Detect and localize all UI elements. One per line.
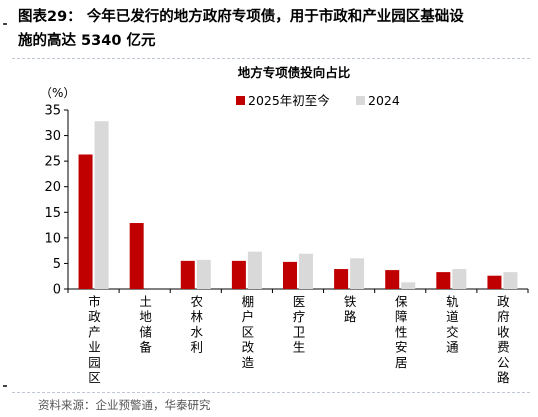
margin-mark-bottom <box>3 385 7 387</box>
legend-label: 2025年初至今 <box>248 93 330 108</box>
figure-title-line2: 施的高达 5340 亿元 <box>18 33 156 49</box>
y-tick-label: 10 <box>44 231 61 246</box>
y-tick-label: 15 <box>44 206 61 221</box>
footer-divider <box>12 392 530 393</box>
legend-label: 2024 <box>368 93 400 108</box>
bar-2025-ytd <box>129 223 144 289</box>
y-tick-label: 5 <box>53 257 61 272</box>
legend-swatch <box>356 96 365 105</box>
axes: 0 5 10 15 20 25 30 35 <box>44 104 529 298</box>
figure-title-line1: 图表29： 今年已发行的地方政府专项债，用于市政和产业园区基础设 <box>18 9 464 25</box>
legend-swatch <box>236 96 245 105</box>
x-axis-labels: 市政产业园区 土地储备 农林水利 棚户区改造 医疗卫生 铁路 保障性安居 轨道交通 政府收费公路 <box>88 294 510 385</box>
x-tick-label: 保障性安居 <box>395 294 408 370</box>
bar-2024 <box>503 272 518 289</box>
bar-2025-ytd <box>436 272 451 289</box>
bar-2025-ytd <box>283 261 297 289</box>
bar-2024 <box>299 253 313 289</box>
y-tick-label: 25 <box>44 155 61 170</box>
x-tick-label: 棚户区改造 <box>242 294 255 370</box>
x-tick-label: 市政产业园区 <box>88 294 101 385</box>
source-note: 资料来源：企业预警通，华泰研究 <box>38 398 211 412</box>
y-tick-label: 35 <box>44 104 61 119</box>
x-tick-label: 轨道交通 <box>446 294 459 355</box>
x-tick-label: 土地储备 <box>139 294 152 355</box>
bar-2024 <box>452 269 467 289</box>
bar-2025-ytd <box>487 275 502 289</box>
bar-2025-ytd <box>334 269 349 289</box>
y-tick-label: 30 <box>44 129 61 144</box>
bar-2024 <box>247 251 262 289</box>
x-tick-label: 政府收费公路 <box>497 294 510 385</box>
bars <box>78 121 518 289</box>
chart-title: 地方专项债投向占比 <box>238 65 351 80</box>
bar-2024 <box>401 282 416 289</box>
bar-2024 <box>350 258 365 289</box>
y-tick-label: 20 <box>44 180 61 195</box>
x-tick-label: 农林水利 <box>191 294 204 355</box>
title-divider <box>12 58 530 59</box>
bar-2024 <box>196 259 211 289</box>
y-axis-unit: （%） <box>40 86 75 100</box>
legend: 2025年初至今 2024 <box>236 93 400 108</box>
bar-2025-ytd <box>78 154 93 289</box>
bar-2024 <box>94 121 109 289</box>
y-tick-label: 0 <box>53 283 61 298</box>
bar-2025-ytd <box>385 270 400 289</box>
figure-title: 图表29： 今年已发行的地方政府专项债，用于市政和产业园区基础设 施的高达 53… <box>18 5 530 53</box>
x-tick-label: 铁路 <box>344 294 357 324</box>
bar-2025-ytd <box>231 260 246 289</box>
bar-2025-ytd <box>180 260 195 289</box>
margin-mark-top <box>3 23 7 25</box>
x-tick-label: 医疗卫生 <box>293 294 306 355</box>
